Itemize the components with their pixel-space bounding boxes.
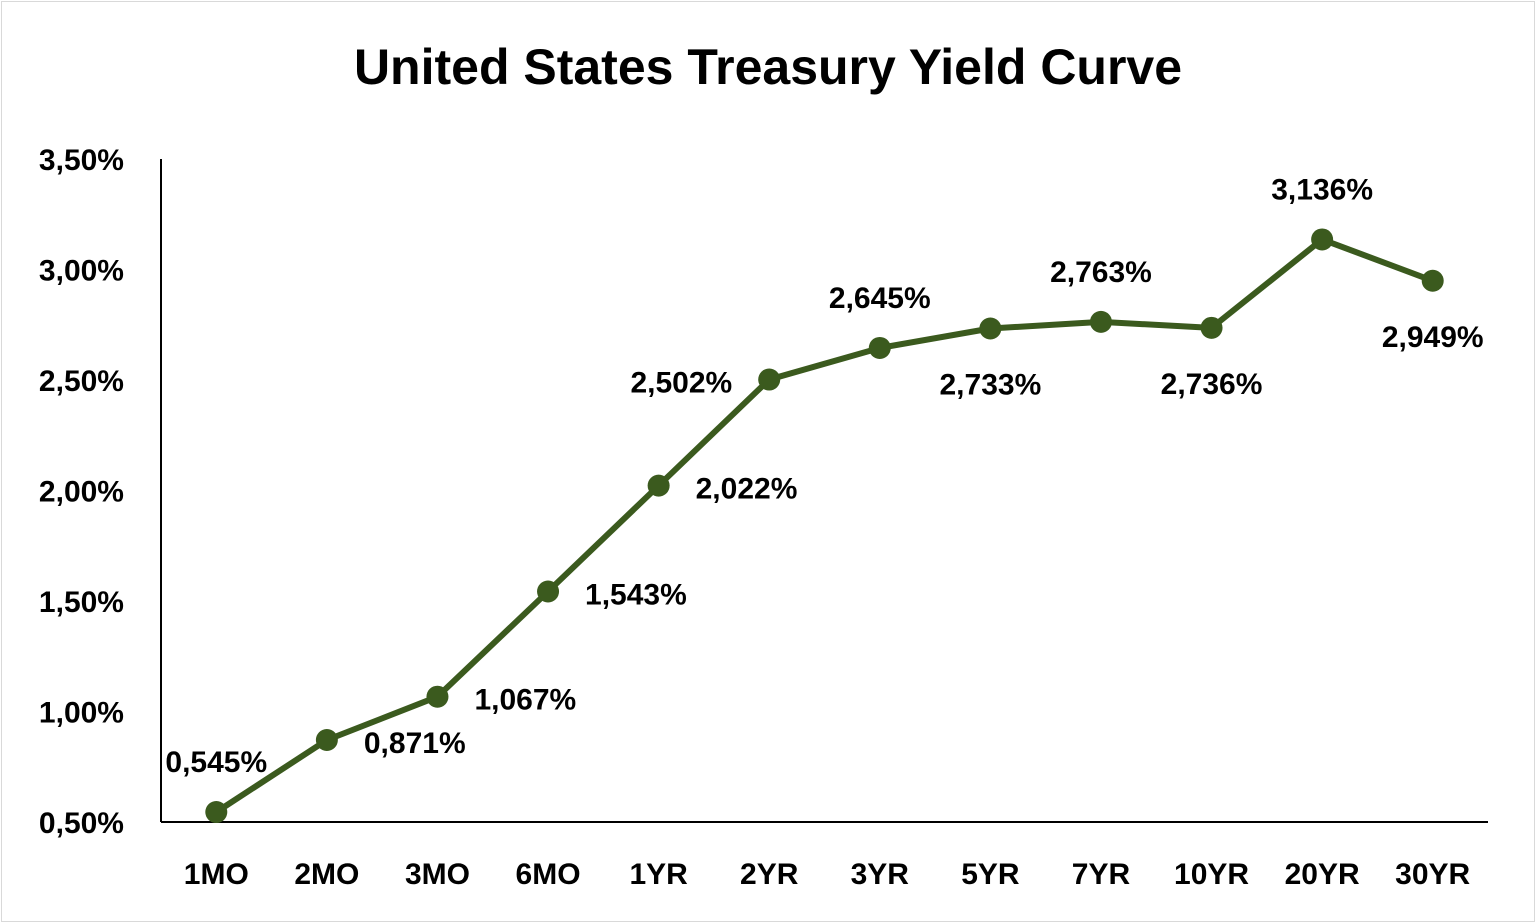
x-tick-label: 6MO [516,858,581,891]
data-point [1089,310,1112,333]
data-label: 2,502% [630,367,732,400]
x-tick-label: 3MO [405,858,470,891]
x-tick-label: 2MO [294,858,359,891]
y-axis: 0,50% 1,00% 1,50% 2,00% 2,50% 3,00% 3,50% [39,144,162,840]
x-tick-label: 3YR [851,858,910,891]
x-tick-label: 10YR [1174,858,1249,891]
x-tick-label: 20YR [1285,858,1360,891]
series-yield-curve [205,228,1444,824]
data-label: 0,871% [364,727,466,760]
data-label: 2,949% [1382,321,1484,354]
x-axis: 1MO 2MO 3MO 6MO 1YR 2YR 3YR 5YR 7YR 10YR 20YR 30YR [161,821,1488,891]
data-point [1421,269,1444,292]
data-label: 2,733% [940,369,1042,402]
y-tick-label: 2,00% [39,476,124,509]
data-point [537,580,560,603]
data-label: 2,645% [829,282,931,315]
y-tick-label: 1,50% [39,586,124,619]
y-tick-label: 3,00% [39,255,124,288]
x-tick-label: 7YR [1072,858,1131,891]
data-point [1311,228,1334,251]
data-point [315,729,338,752]
data-point [868,336,891,359]
x-tick-label: 1MO [184,858,249,891]
data-point [758,368,781,391]
data-labels: 0,545% 0,871%1,067% 1,543% 2,022% 2,502% 2,64… [165,173,1483,779]
x-tick-label: 30YR [1395,858,1470,891]
data-point [205,801,228,824]
data-label: 1,543% [585,578,687,611]
data-point [426,685,449,708]
data-label: 0,545% [165,746,267,779]
y-tick-label: 0,50% [39,807,124,840]
data-point [647,474,670,497]
series-line [214,236,1434,815]
data-label: 1,067% [474,684,576,717]
chart-title: United States Treasury Yield Curve [353,39,1183,95]
y-tick-label: 3,50% [39,144,124,177]
x-tick-label: 1YR [629,858,688,891]
data-point [979,317,1002,340]
data-label: 2,736% [1161,368,1263,401]
y-tick-label: 1,00% [39,697,124,730]
data-label: 2,763% [1050,256,1152,289]
data-point [1200,316,1223,339]
x-tick-label: 5YR [961,858,1020,891]
y-tick-label: 2,50% [39,365,124,398]
data-label: 3,136% [1271,173,1373,206]
data-label: 2,022% [696,473,798,506]
x-tick-label: 2YR [740,858,799,891]
